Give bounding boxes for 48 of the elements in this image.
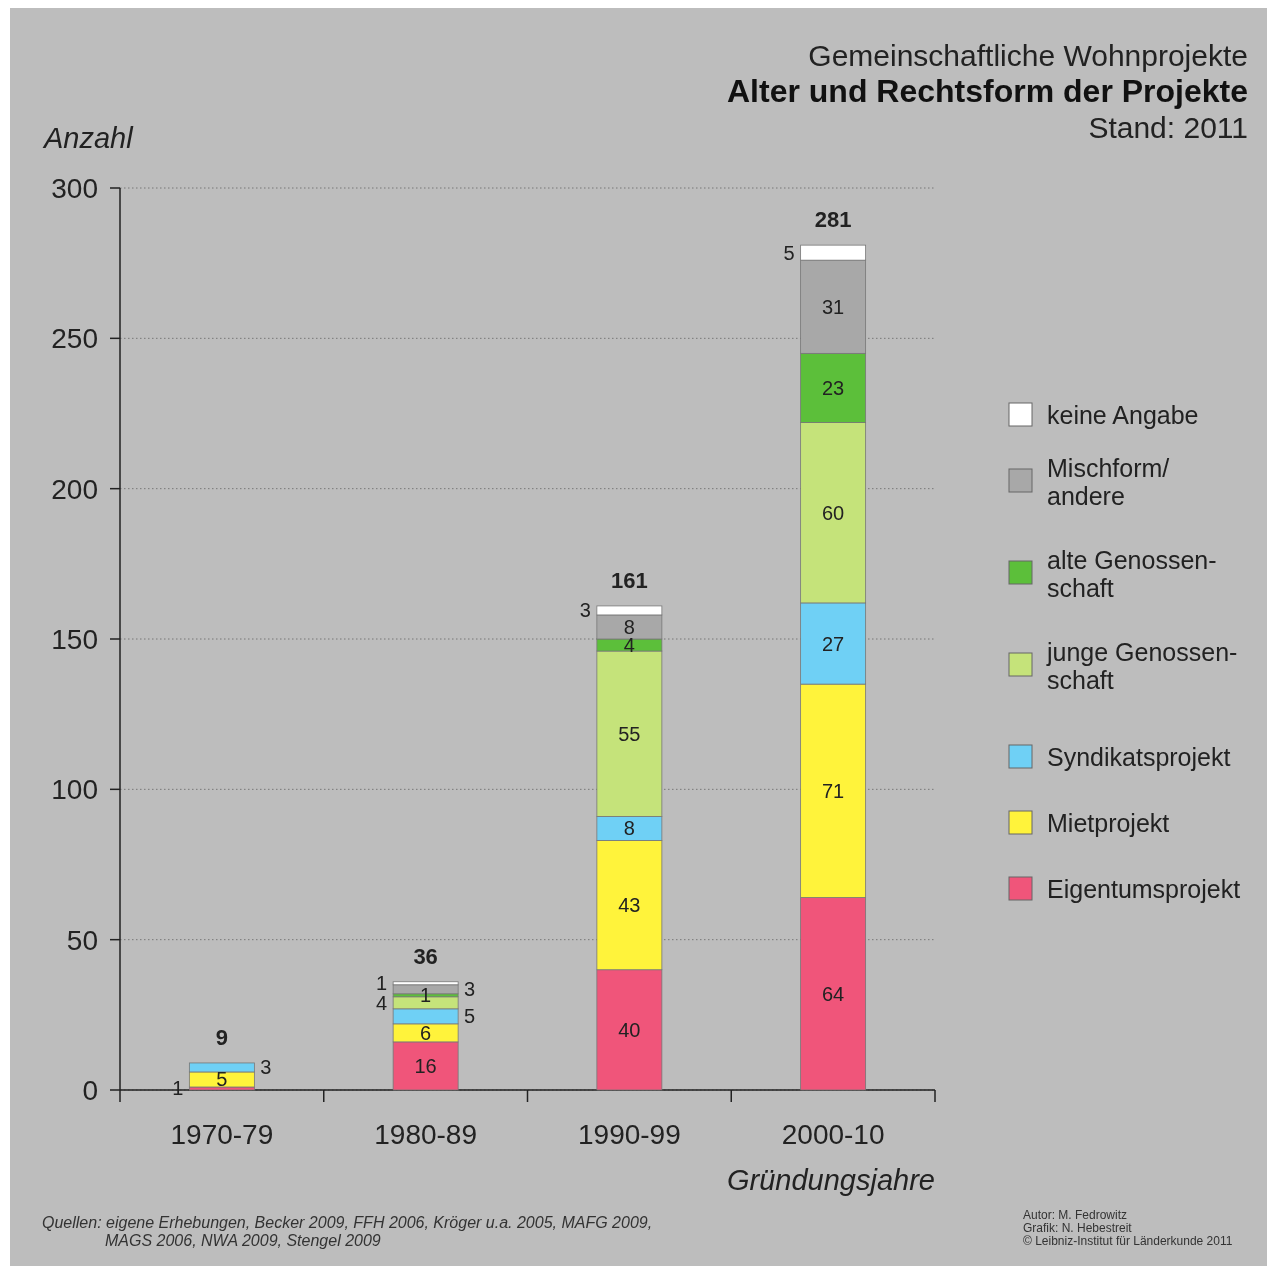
legend-label: junge Genossen- schaft xyxy=(1046,638,1238,694)
data-label: 27 xyxy=(822,632,845,655)
data-label: 71 xyxy=(822,779,845,802)
data-label: 1 xyxy=(420,984,432,1007)
data-label: 5 xyxy=(783,241,795,264)
source-note: Quellen: eigene Erhebungen, Becker 2009, FFH 2006, Kröger u.a. 2005, MAFG 2009, MAGS 2006, NWA 2009, Stengel 2009 xyxy=(42,1214,653,1249)
x-tick-label: 2000-10 xyxy=(781,1119,885,1150)
y-tick-label: 150 xyxy=(51,624,98,655)
data-label: 3 xyxy=(260,1056,272,1079)
data-label: 43 xyxy=(618,894,641,917)
total-label: 36 xyxy=(413,943,438,969)
x-tick-label: 1990-99 xyxy=(577,1119,681,1150)
chart-subtitle: Alter und Rechtsform der Projekte xyxy=(727,73,1248,109)
data-label: 55 xyxy=(618,722,641,745)
data-label: 3 xyxy=(464,978,476,1001)
data-label: 5 xyxy=(216,1068,228,1091)
text: Autor: M. Fedrowitz Grafik: N. Hebestreit © Leibniz-Institut für Länderkunde 2011 xyxy=(1023,1208,1233,1248)
text: Gemeinschaftliche Wohnprojekte xyxy=(808,39,1248,72)
x-tick-label: 1970-79 xyxy=(170,1119,274,1150)
data-label: 40 xyxy=(618,1018,641,1041)
y-tick-label: 200 xyxy=(51,473,98,505)
legend-label: alte Genossen- schaft xyxy=(1047,546,1217,602)
data-label: 64 xyxy=(822,982,845,1005)
x-axis-title: Gründungsjahre xyxy=(727,1164,935,1196)
legend-label: Syndikatsprojekt xyxy=(1047,743,1231,771)
y-tick-label: 250 xyxy=(51,323,98,355)
legend-label: Eigentumsprojekt xyxy=(1047,875,1241,903)
y-tick-label: 0 xyxy=(82,1075,98,1106)
total-label: 9 xyxy=(215,1024,228,1050)
data-label: 8 xyxy=(623,817,635,840)
y-tick-label: 50 xyxy=(66,924,98,956)
data-label: 6 xyxy=(420,1021,432,1044)
legend-label: keine Angabe xyxy=(1047,401,1199,429)
data-label: 60 xyxy=(822,501,845,524)
y-tick-label: 100 xyxy=(51,774,98,806)
y-tick-label: 300 xyxy=(51,173,98,204)
data-label: 16 xyxy=(414,1054,437,1077)
total-label: 281 xyxy=(814,207,852,233)
y-axis-title: Anzahl xyxy=(42,122,135,154)
legend-label: Mischform/ andere xyxy=(1047,454,1170,510)
total-label: 161 xyxy=(611,567,648,593)
text: Stand: 2011 xyxy=(1088,111,1248,144)
x-tick-label: 1980-89 xyxy=(374,1119,478,1150)
data-label: 5 xyxy=(464,1005,476,1028)
data-label: 23 xyxy=(822,376,845,399)
data-label: 3 xyxy=(579,599,591,622)
data-label: 31 xyxy=(822,295,845,318)
legend-label: Mietprojekt xyxy=(1047,809,1170,837)
